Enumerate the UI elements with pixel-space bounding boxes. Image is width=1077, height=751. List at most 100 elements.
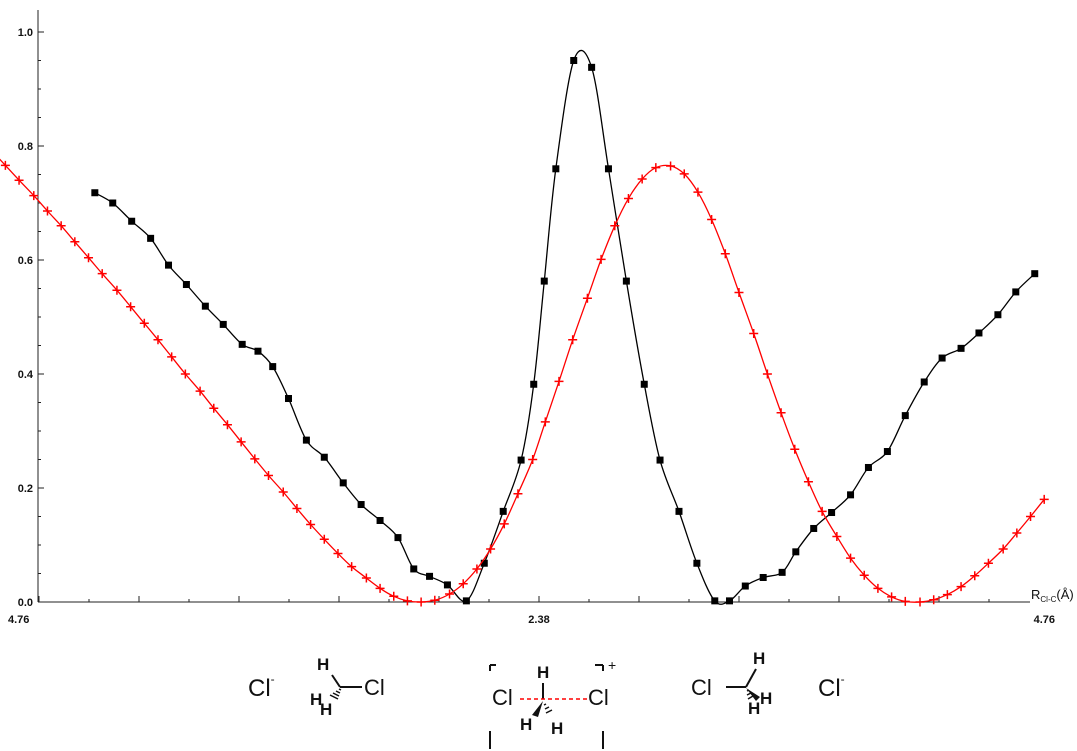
data-point: [254, 347, 262, 355]
series-layer: [0, 49, 1049, 607]
data-point: [128, 217, 136, 225]
data-point: [901, 412, 909, 420]
data-point: [416, 597, 426, 607]
data-point: [679, 169, 689, 179]
y-tick-label: 0.6: [18, 255, 33, 267]
atom-h-top: H: [537, 663, 550, 682]
data-point: [762, 369, 772, 379]
data-point: [873, 583, 883, 593]
data-point: [883, 448, 891, 456]
data-point: [250, 454, 260, 464]
data-point: [153, 335, 163, 345]
data-point: [552, 165, 560, 173]
data-point: [180, 369, 190, 379]
data-point: [339, 479, 347, 487]
data-point: [887, 592, 897, 602]
data-point: [292, 504, 302, 514]
atom-cl: Cl: [691, 675, 712, 700]
data-point: [147, 234, 155, 242]
data-point: [97, 269, 107, 279]
y-tick-label: 0.0: [18, 597, 33, 609]
data-point: [817, 506, 827, 516]
data-point: [832, 531, 842, 541]
data-point: [759, 573, 767, 581]
data-point: [859, 570, 869, 580]
data-point: [209, 403, 219, 413]
data-point: [278, 487, 288, 497]
data-point: [622, 277, 630, 285]
data-point: [361, 573, 371, 583]
data-point: [264, 470, 274, 480]
data-point: [828, 509, 836, 517]
data-point: [517, 456, 525, 464]
data-point: [70, 237, 80, 247]
data-point: [376, 516, 384, 524]
data-point: [513, 489, 523, 499]
data-point: [900, 596, 910, 606]
atom-h-mid: H: [760, 689, 773, 708]
data-point: [42, 206, 52, 216]
data-point: [582, 293, 592, 303]
data-point: [84, 253, 94, 263]
data-point: [651, 163, 661, 173]
series-line: [94, 49, 1036, 605]
data-point: [656, 456, 664, 464]
structure-reactant: Cl- H Cl H H: [240, 645, 410, 725]
data-point: [570, 57, 578, 64]
bonds-right: [726, 668, 760, 701]
atom-h-bottom-right: H: [551, 719, 564, 738]
x-axis-title: RCl-C(Å): [1031, 587, 1074, 604]
data-point: [389, 591, 399, 601]
data-point: [540, 277, 548, 285]
data-point: [109, 199, 117, 207]
data-point: [56, 221, 66, 231]
data-point: [1031, 270, 1039, 278]
chart: 0.0 0.2 0.4 0.6 0.8 1.0 4.76 2.38 4.76 RCl-C(Å): [0, 10, 1074, 626]
data-point: [1012, 288, 1020, 296]
axis-labels: RCl-C(Å): [1031, 587, 1074, 604]
data-point: [707, 215, 717, 225]
data-point: [675, 507, 683, 515]
data-point: [994, 311, 1002, 319]
data-point: [285, 395, 292, 403]
data-point: [410, 565, 418, 573]
data-point: [568, 335, 578, 345]
data-point: [693, 559, 701, 567]
series-black-squares: [91, 49, 1039, 605]
data-point: [741, 582, 749, 590]
data-point: [165, 261, 173, 269]
data-point: [720, 249, 730, 259]
data-point: [126, 302, 136, 312]
charge-label: +: [608, 657, 617, 673]
data-point: [269, 363, 277, 371]
atom-cl: Cl: [364, 675, 385, 700]
data-point: [975, 329, 983, 337]
data-point: [445, 589, 455, 599]
brackets: [489, 664, 604, 749]
data-point: [182, 281, 190, 289]
data-point: [528, 455, 538, 464]
y-tick-label: 0.4: [18, 369, 34, 381]
data-point: [983, 558, 993, 568]
data-point: [320, 453, 328, 461]
data-point: [139, 318, 149, 328]
data-point: [711, 597, 719, 605]
data-point: [302, 436, 310, 444]
data-point: [1026, 512, 1036, 521]
data-point: [970, 571, 980, 581]
data-point: [596, 254, 606, 264]
atom-cl-left: Cl: [492, 685, 513, 710]
data-point: [499, 519, 509, 529]
data-point: [540, 417, 550, 427]
atom-h-bottom: H: [320, 700, 333, 719]
data-point: [604, 165, 612, 173]
data-point: [920, 378, 928, 386]
data-point: [846, 553, 856, 563]
x-tick-label: 2.38: [528, 614, 549, 626]
series-line: [0, 158, 1045, 603]
atom-h-bottom: H: [748, 699, 761, 718]
data-point: [864, 463, 872, 471]
data-point: [588, 63, 596, 71]
x-tick-label: 4.76: [8, 614, 29, 626]
data-point: [957, 344, 965, 352]
